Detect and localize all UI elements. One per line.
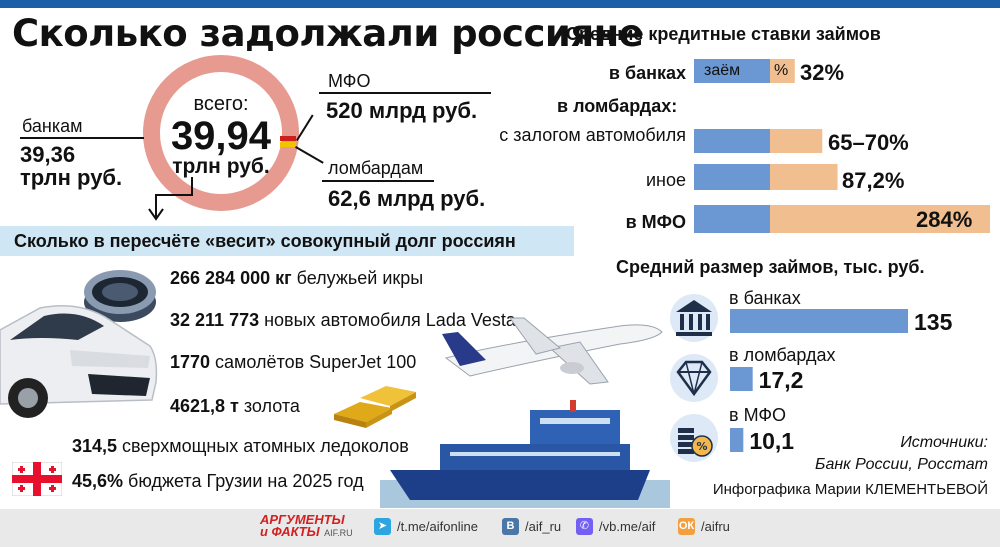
footer-bar bbox=[0, 509, 1000, 547]
footer-viber-link[interactable]: ✆ /vb.me/aif bbox=[576, 518, 655, 535]
footer-vk-link[interactable]: В /aif_ru bbox=[502, 518, 561, 535]
rates-row-other-value: 87,2% bbox=[842, 168, 905, 193]
aif-logo-bottom: и ФАКТЫ bbox=[260, 524, 320, 539]
footer-ok-link[interactable]: ОК /aifru bbox=[678, 518, 730, 535]
rates-bar-interest-other bbox=[770, 164, 838, 190]
infographic-credit: Инфографика Марии КЛЕМЕНТЬЕВОЙ bbox=[712, 481, 988, 498]
weight-row-cars-text: новых автомобиля Lada Vesta bbox=[259, 310, 516, 330]
rates-row-banks-label: в банках bbox=[608, 63, 686, 83]
sizes-bar-mfo bbox=[730, 428, 744, 452]
sizes-value-pawn: 17,2 bbox=[759, 367, 804, 393]
page-title: Сколько задолжали россияне bbox=[12, 12, 644, 55]
vk-icon: В bbox=[502, 518, 519, 535]
pawnshop-segment bbox=[280, 142, 296, 147]
mfo-leader-line bbox=[319, 92, 491, 94]
sizes-row-pawn-label: в ломбардах bbox=[729, 345, 836, 365]
rates-row-banks-value: 32% bbox=[800, 60, 845, 85]
rates-row-mfo-label: в МФО bbox=[625, 212, 686, 232]
weight-row-caviar: 266 284 000 кг белужьей икры bbox=[170, 268, 423, 289]
down-arrow-icon bbox=[148, 177, 193, 221]
sizes-bar-pawn bbox=[730, 367, 753, 391]
total-unit: трлн руб. bbox=[172, 155, 270, 178]
footer-vk-text: /aif_ru bbox=[525, 519, 562, 534]
rates-bar-interest-car bbox=[770, 129, 823, 153]
mfo-segment bbox=[280, 136, 296, 141]
footer-ok-text: /aifru bbox=[701, 519, 730, 534]
rates-pawn-header: в ломбардах: bbox=[557, 96, 678, 116]
footer-telegram-link[interactable]: ➤ /t.me/aifonline bbox=[374, 518, 478, 535]
icebreaker-ship-icon bbox=[380, 400, 670, 508]
rates-title: Средние кредитные ставки займов bbox=[566, 24, 881, 44]
weight-row-icebreakers: 314,5 сверхмощных атомных ледоколов bbox=[72, 436, 409, 457]
sizes-row-mfo-label: в МФО bbox=[729, 405, 787, 425]
pawnshop-value: 62,6 млрд руб. bbox=[328, 186, 486, 211]
sizes-value-banks: 135 bbox=[914, 309, 953, 335]
weight-row-cars-value: 32 211 773 bbox=[170, 310, 260, 330]
coins-percent-icon: % bbox=[670, 414, 718, 462]
weight-section-bar bbox=[0, 226, 574, 256]
total-block: всего: 39,94 трлн руб. bbox=[143, 55, 299, 178]
caviar-tin-icon bbox=[84, 270, 156, 322]
weight-row-planes-text: самолётов SuperJet 100 bbox=[210, 352, 417, 372]
banks-unit: трлн руб. bbox=[20, 165, 123, 190]
weight-row-planes-value: 1770 bbox=[170, 352, 211, 372]
telegram-icon: ➤ bbox=[374, 518, 391, 535]
superjet-airplane-icon bbox=[442, 317, 663, 385]
banks-leader-line bbox=[20, 137, 144, 139]
diamond-icon bbox=[670, 354, 718, 402]
weight-row-georgia-value: 45,6% bbox=[72, 471, 124, 491]
rates-bar-loan-other bbox=[694, 164, 770, 190]
weight-row-gold-text: золота bbox=[238, 396, 300, 416]
svg-text:%: % bbox=[696, 440, 707, 453]
weight-row-cars: 32 211 773 новых автомобиля Lada Vesta bbox=[170, 310, 516, 331]
sizes-row-banks-label: в банках bbox=[729, 288, 801, 308]
weight-row-georgia: 45,6% бюджета Грузии на 2025 год bbox=[72, 471, 364, 492]
bank-building-icon bbox=[670, 294, 718, 342]
sizes-bar-banks bbox=[730, 309, 908, 333]
weight-section-title: Сколько в пересчёте «весит» совокупный д… bbox=[14, 231, 516, 251]
lada-vesta-car-icon bbox=[0, 305, 158, 418]
rates-legend-loan: заём bbox=[704, 62, 741, 79]
odnoklassniki-icon: ОК bbox=[678, 518, 695, 535]
sizes-value-mfo: 10,1 bbox=[749, 428, 794, 454]
aif-logo-site: AIF.RU bbox=[324, 528, 353, 538]
rates-row-other-label: иное bbox=[645, 170, 686, 190]
footer-viber-text: /vb.me/aif bbox=[599, 519, 656, 534]
rates-row-mfo-value: 284% bbox=[916, 207, 973, 232]
georgia-flag-icon bbox=[12, 462, 62, 496]
weight-row-gold: 4621,8 т золота bbox=[170, 396, 300, 417]
weight-row-icebreakers-value: 314,5 bbox=[72, 436, 118, 456]
footer-telegram-text: /t.me/aifonline bbox=[397, 519, 478, 534]
weight-row-icebreakers-text: сверхмощных атомных ледоколов bbox=[117, 436, 409, 456]
sources-text: Банк России, Росстат bbox=[815, 456, 988, 473]
sizes-title: Средний размер займов, тыс. руб. bbox=[616, 257, 925, 277]
rates-bar-loan-car bbox=[694, 129, 770, 153]
banks-value: 39,36 bbox=[20, 142, 76, 167]
banks-label: банкам bbox=[22, 116, 83, 136]
pawnshop-leader-line-diag bbox=[295, 146, 324, 164]
rates-row-car-value: 65–70% bbox=[828, 130, 909, 155]
weight-row-planes: 1770 самолётов SuperJet 100 bbox=[170, 352, 416, 373]
aif-logo[interactable]: АРГУМЕНТЫ и ФАКТЫ AIF.RU bbox=[260, 513, 353, 539]
rates-row-car-label: с залогом автомобиля bbox=[499, 125, 686, 145]
mfo-label: МФО bbox=[328, 71, 371, 91]
top-accent-bar bbox=[0, 0, 1000, 8]
viber-icon: ✆ bbox=[576, 518, 593, 535]
rates-legend-pct: % bbox=[774, 62, 789, 79]
total-value: 39,94 bbox=[170, 114, 272, 158]
weight-row-georgia-text: бюджета Грузии на 2025 год bbox=[123, 471, 364, 491]
total-label: всего: bbox=[193, 93, 249, 115]
weight-row-gold-value: 4621,8 т bbox=[170, 396, 239, 416]
pawnshop-label: ломбардам bbox=[328, 158, 424, 178]
weight-row-caviar-text: белужьей икры bbox=[291, 268, 424, 288]
rates-bar-loan-mfo bbox=[694, 205, 770, 233]
weight-row-caviar-value: 266 284 000 кг bbox=[170, 268, 292, 288]
sources-label: Источники: bbox=[900, 434, 988, 451]
mfo-value: 520 млрд руб. bbox=[326, 98, 478, 123]
gold-bars-icon bbox=[334, 386, 416, 428]
pawnshop-leader-line bbox=[322, 180, 434, 182]
